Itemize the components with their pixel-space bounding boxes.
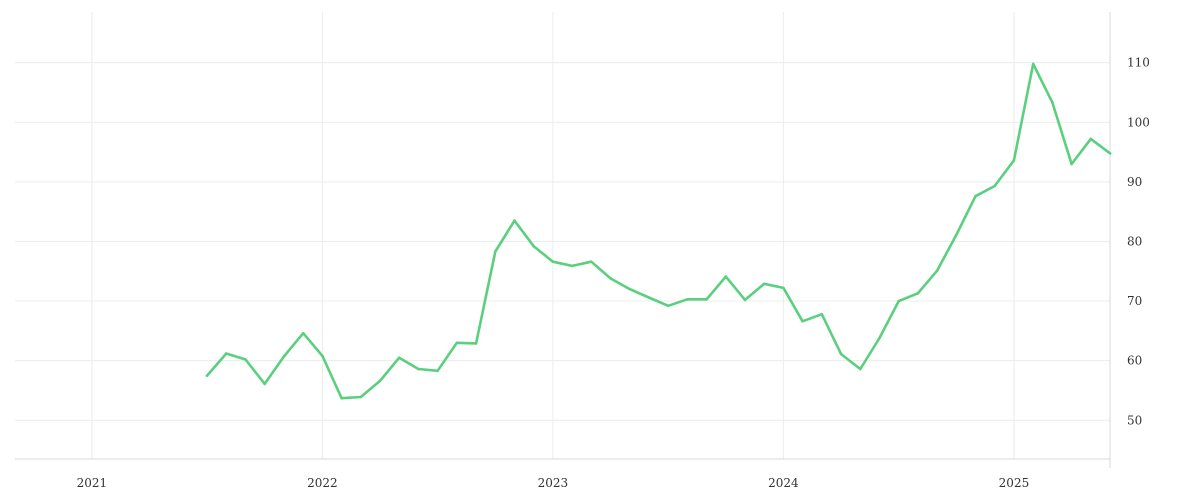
data-point: [417, 367, 420, 371]
data-point: [974, 194, 977, 198]
data-point: [1089, 137, 1093, 141]
data-point: [455, 341, 459, 345]
data-point: [820, 312, 824, 316]
data-point: [762, 282, 766, 286]
data-point: [513, 219, 516, 222]
data-point: [705, 298, 708, 301]
data-point: [340, 396, 343, 400]
data-point: [225, 352, 228, 355]
data-point: [570, 264, 574, 268]
horizontal-gridlines: [15, 62, 1110, 421]
vertical-gridlines: [91, 12, 1015, 459]
data-point: [494, 250, 497, 253]
x-tick-label: 2022: [307, 476, 338, 490]
x-tick-label: 2024: [768, 476, 799, 490]
data-point: [859, 367, 862, 371]
data-point: [916, 292, 920, 295]
y-tick-label: 80: [1127, 234, 1142, 248]
series-line: [205, 62, 1112, 400]
data-points: [205, 62, 1112, 400]
y-tick-label: 60: [1127, 354, 1142, 368]
data-point: [666, 304, 670, 308]
data-point: [801, 320, 804, 323]
y-tick-label: 100: [1127, 115, 1150, 129]
data-point: [532, 244, 535, 248]
data-point: [724, 275, 728, 278]
x-tick-label: 2021: [77, 476, 108, 490]
data-point: [1051, 101, 1054, 104]
data-point: [686, 298, 689, 301]
data-point: [993, 184, 996, 188]
data-point: [436, 369, 439, 373]
data-point: [397, 356, 401, 360]
data-point: [474, 342, 478, 345]
data-point: [1070, 162, 1073, 166]
y-tick-label: 110: [1127, 56, 1150, 70]
x-tick-label: 2023: [538, 476, 569, 490]
data-point: [647, 296, 651, 299]
y-tick-label: 50: [1127, 413, 1142, 427]
data-point: [359, 395, 363, 399]
data-point: [378, 379, 382, 383]
data-point: [590, 260, 593, 264]
data-point: [897, 299, 900, 303]
data-point: [205, 374, 209, 377]
data-point: [1012, 159, 1016, 162]
data-point: [935, 269, 939, 273]
data-point: [244, 358, 247, 361]
data-point: [1108, 152, 1112, 155]
data-point: [839, 352, 843, 356]
data-point: [301, 331, 305, 335]
data-point: [609, 277, 612, 280]
data-point: [878, 336, 881, 340]
data-point: [955, 233, 958, 237]
x-tick-label: 2025: [999, 476, 1030, 490]
y-tick-label: 90: [1127, 175, 1142, 189]
data-point: [321, 354, 324, 358]
data-point: [263, 382, 267, 386]
data-point: [282, 355, 286, 358]
x-axis-tick-labels: 2021 2022 2023 2024 2025: [77, 476, 1030, 490]
data-point: [1031, 62, 1035, 66]
y-tick-label: 70: [1127, 294, 1142, 308]
data-point: [551, 260, 555, 264]
y-axis-tick-labels: 50 60 70 80 90 100 110: [1127, 56, 1150, 428]
data-point: [743, 298, 747, 302]
data-point: [628, 287, 631, 291]
data-point: [782, 286, 785, 290]
